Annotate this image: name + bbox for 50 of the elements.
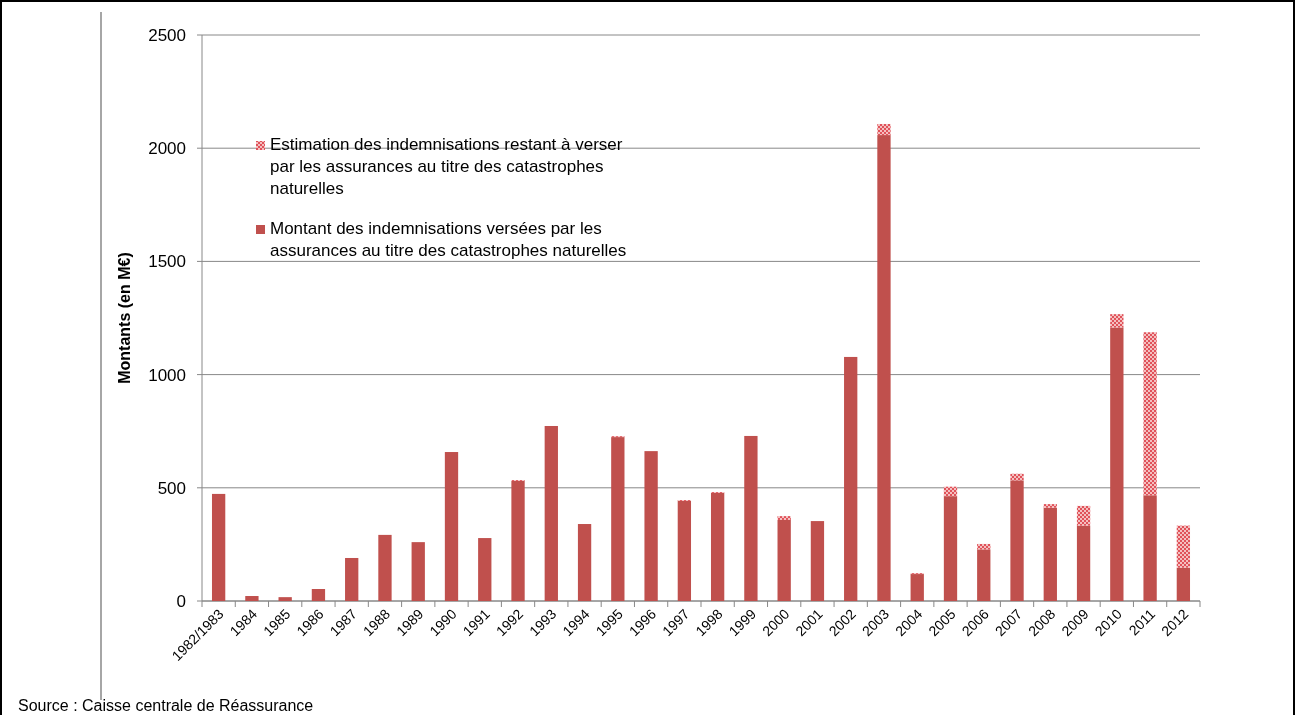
bar bbox=[411, 542, 425, 601]
bar bbox=[378, 534, 392, 601]
y-tick-label: 0 bbox=[176, 591, 186, 611]
legend-label: Montant des indemnisations versées par les assurances au titre des catastrophes naturelles bbox=[270, 219, 627, 260]
bar bbox=[278, 597, 292, 601]
bar bbox=[345, 557, 359, 601]
bar bbox=[777, 519, 791, 601]
bar bbox=[1010, 473, 1024, 481]
bar bbox=[844, 356, 858, 601]
bar bbox=[644, 451, 658, 601]
y-axis-title: Montants (en M€) bbox=[116, 252, 133, 384]
source-note: Source : Caisse centrale de Réassurance bbox=[18, 697, 314, 714]
bar bbox=[1010, 480, 1024, 601]
bar bbox=[977, 543, 991, 550]
bar bbox=[943, 486, 958, 497]
bar bbox=[943, 496, 958, 601]
bar bbox=[744, 435, 758, 601]
y-tick-label: 2500 bbox=[148, 25, 186, 45]
bar bbox=[1043, 507, 1057, 601]
bar bbox=[544, 425, 558, 601]
bar bbox=[211, 493, 226, 601]
bar bbox=[1076, 505, 1091, 526]
bar bbox=[977, 549, 991, 601]
bar bbox=[1176, 525, 1191, 568]
bar bbox=[910, 574, 924, 601]
y-tick-label: 1500 bbox=[148, 252, 186, 272]
bar bbox=[810, 521, 825, 601]
bar bbox=[577, 524, 592, 601]
legend-label: Estimation des indemnisations restant à verser par les assurances au titre des catastrophes naturelles bbox=[270, 135, 623, 198]
y-tick-label: 2000 bbox=[148, 139, 186, 159]
bar bbox=[611, 437, 625, 601]
bar bbox=[1043, 504, 1057, 508]
bar bbox=[311, 589, 326, 601]
y-tick-label: 500 bbox=[157, 478, 186, 498]
bar bbox=[1076, 525, 1091, 601]
bar bbox=[245, 596, 259, 601]
bar bbox=[677, 500, 692, 601]
bar bbox=[710, 493, 725, 601]
bar bbox=[877, 123, 891, 136]
bar bbox=[1110, 327, 1124, 601]
bar bbox=[444, 452, 459, 601]
bar bbox=[777, 516, 791, 520]
bar bbox=[1110, 314, 1124, 328]
bar bbox=[478, 538, 492, 601]
y-tick-label: 1000 bbox=[148, 365, 186, 385]
bar bbox=[1176, 567, 1191, 601]
bar bbox=[1143, 332, 1157, 496]
bar bbox=[511, 481, 525, 601]
bar bbox=[877, 135, 891, 601]
bar bbox=[1143, 495, 1157, 601]
